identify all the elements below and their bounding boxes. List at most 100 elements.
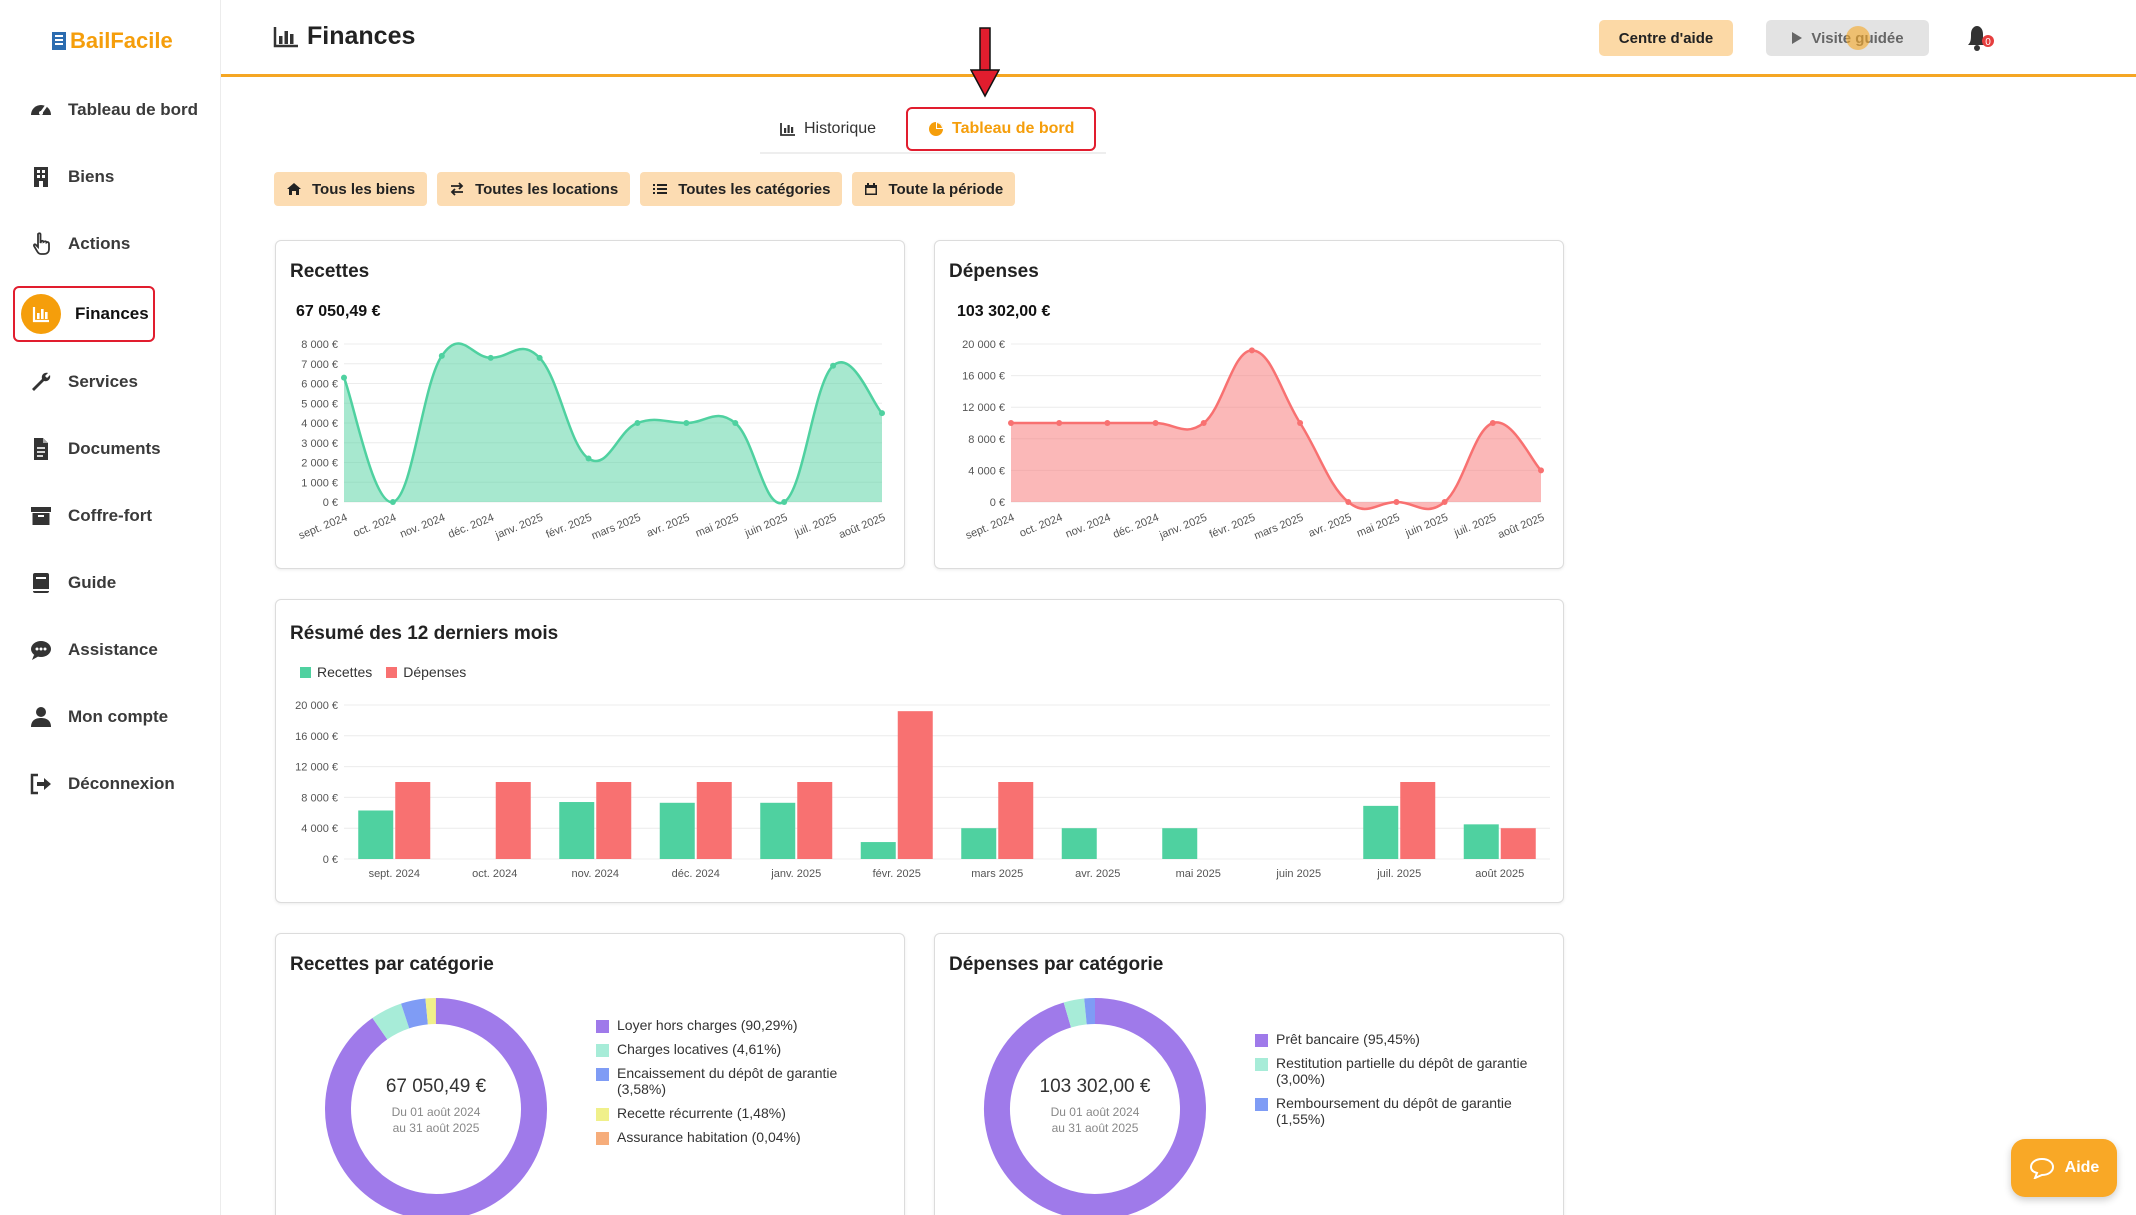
chat-icon (28, 637, 54, 663)
filter-properties-button[interactable]: Tous les biens (274, 172, 428, 206)
legend-label: Assurance habitation (0,04%) (617, 1129, 801, 1145)
filter-rentals-button[interactable]: Toutes les locations (437, 172, 631, 206)
legend-depenses[interactable]: Dépenses (386, 664, 466, 680)
sidebar-item-déconnexion[interactable]: Déconnexion (14, 758, 175, 810)
sidebar-item-assistance[interactable]: Assistance (14, 624, 158, 676)
legend-item[interactable]: Recette récurrente (1,48%) (596, 1105, 886, 1121)
y-tick-label: 20 000 € (295, 700, 338, 712)
x-tick-label: sept. 2024 (297, 512, 349, 542)
help-chat-label: Aide (2064, 1159, 2100, 1176)
sidebar-item-services[interactable]: Services (14, 356, 154, 408)
legend-item[interactable]: Loyer hors charges (90,29%) (596, 1017, 886, 1033)
sidebar: BailFacile Tableau de bord Biens Actions Fi… (0, 0, 221, 1215)
app-logo[interactable]: BailFacile (52, 28, 173, 54)
legend-swatch (596, 1132, 609, 1145)
filter-rentals-label: Toutes les locations (475, 180, 619, 198)
bar-recettes (1463, 824, 1499, 859)
donut-slice (372, 1003, 410, 1040)
sidebar-item-tableau-de-bord[interactable]: Tableau de bord (14, 84, 198, 136)
legend-swatch (1255, 1034, 1268, 1047)
sidebar-item-mon-compte[interactable]: Mon compte (14, 691, 168, 743)
archive-icon (28, 503, 54, 529)
sidebar-item-label: Assistance (68, 640, 158, 659)
data-point (1200, 420, 1207, 426)
data-point (1489, 420, 1496, 426)
help-chat-button[interactable]: Aide (2011, 1139, 2117, 1197)
x-tick-label: janv. 2025 (770, 868, 821, 880)
notifications-button[interactable]: 0 (1962, 22, 1996, 54)
recettes-donut-to: au 31 août 2025 (392, 1121, 480, 1135)
summary-legend: Recettes Dépenses (300, 664, 466, 680)
filter-properties-label: Tous les biens (312, 180, 416, 198)
x-tick-label: avr. 2025 (1307, 512, 1353, 540)
depenses-donut-center: 103 302,00 € Du 01 août 2024 au 31 août … (995, 1076, 1195, 1136)
data-point (1248, 347, 1255, 354)
legend-label: Recette récurrente (1,48%) (617, 1105, 786, 1121)
series-line (342, 342, 883, 505)
guided-tour-button[interactable]: Visite guidée (1766, 20, 1929, 56)
sidebar-item-finances[interactable]: Finances (13, 286, 155, 342)
legend-swatch (596, 1044, 609, 1057)
sidebar-item-biens[interactable]: Biens (14, 151, 154, 203)
chart-icon (780, 123, 795, 136)
filter-period-label: Toute la période (888, 180, 1004, 198)
summary-card: Résumé des 12 derniers mois Recettes Dép… (275, 599, 1564, 903)
app-name: BailFacile (70, 28, 173, 53)
y-tick-label: 12 000 € (295, 762, 338, 774)
bar-recettes (1061, 828, 1097, 859)
legend-swatch (386, 666, 398, 678)
data-point (1104, 420, 1111, 426)
depenses-category-title: Dépenses par catégorie (949, 954, 1164, 975)
data-point (389, 499, 396, 505)
filter-period-button[interactable]: Toute la période (852, 172, 1016, 206)
tab-historique[interactable]: Historique (760, 107, 896, 151)
y-tick-label: 5 000 € (301, 398, 338, 410)
x-tick-label: août 2025 (837, 512, 887, 541)
x-tick-label: mai 2025 (1355, 512, 1401, 540)
x-tick-label: mars 2025 (971, 868, 1023, 880)
legend-item[interactable]: Assurance habitation (0,04%) (596, 1129, 886, 1145)
legend-item[interactable]: Restitution partielle du dépôt de garant… (1255, 1055, 1545, 1087)
recettes-donut-from: Du 01 août 2024 (391, 1105, 481, 1119)
sidebar-item-label: Déconnexion (68, 774, 175, 793)
legend-item[interactable]: Prêt bancaire (95,45%) (1255, 1031, 1545, 1047)
data-point (1008, 420, 1014, 426)
depenses-donut-amount: 103 302,00 € (1039, 1076, 1151, 1097)
legend-depenses-label: Dépenses (403, 664, 467, 680)
tab-tableau-de-bord[interactable]: Tableau de bord (906, 107, 1097, 151)
sidebar-item-documents[interactable]: Documents (14, 423, 161, 475)
y-tick-label: 1 000 € (301, 477, 338, 489)
data-point (781, 499, 788, 505)
bar-recettes (659, 802, 695, 859)
area-fill (344, 343, 882, 504)
help-center-button[interactable]: Centre d'aide (1599, 20, 1733, 56)
bar-dépenses (696, 782, 732, 859)
y-tick-label: 7 000 € (301, 359, 338, 371)
x-tick-label: nov. 2024 (398, 512, 447, 541)
legend-item[interactable]: Encaissement du dépôt de garantie (3,58%… (596, 1065, 886, 1097)
x-tick-label: oct. 2024 (352, 512, 398, 540)
bar-recettes (1162, 828, 1198, 859)
tab-historique-label: Historique (804, 120, 877, 137)
legend-item[interactable]: Remboursement du dépôt de garantie (1,55… (1255, 1095, 1545, 1127)
legend-item[interactable]: Charges locatives (4,61%) (596, 1041, 886, 1057)
sidebar-item-coffre-fort[interactable]: Coffre-fort (14, 490, 154, 542)
donut-slice (1063, 998, 1088, 1028)
depenses-total: 103 302,00 € (957, 303, 1051, 320)
sidebar-item-label: Finances (75, 304, 149, 323)
sidebar-item-actions[interactable]: Actions (14, 218, 154, 270)
tour-cursor-dot (1846, 26, 1870, 50)
sidebar-item-label: Services (68, 372, 138, 391)
legend-recettes[interactable]: Recettes (300, 664, 372, 680)
donut-slice (325, 998, 547, 1215)
filter-categories-button[interactable]: Toutes les catégories (640, 172, 843, 206)
recettes-donut-chart (325, 997, 547, 1215)
y-tick-label: 4 000 € (968, 465, 1005, 477)
x-tick-label: juil. 2025 (1376, 868, 1421, 880)
filter-categories-label: Toutes les catégories (678, 180, 831, 198)
depenses-title: Dépenses (949, 261, 1039, 282)
bar-dépenses (797, 782, 833, 859)
sidebar-item-guide[interactable]: Guide (14, 557, 154, 609)
recettes-category-card: Recettes par catégorie 67 050,49 € Du 01… (275, 933, 905, 1215)
